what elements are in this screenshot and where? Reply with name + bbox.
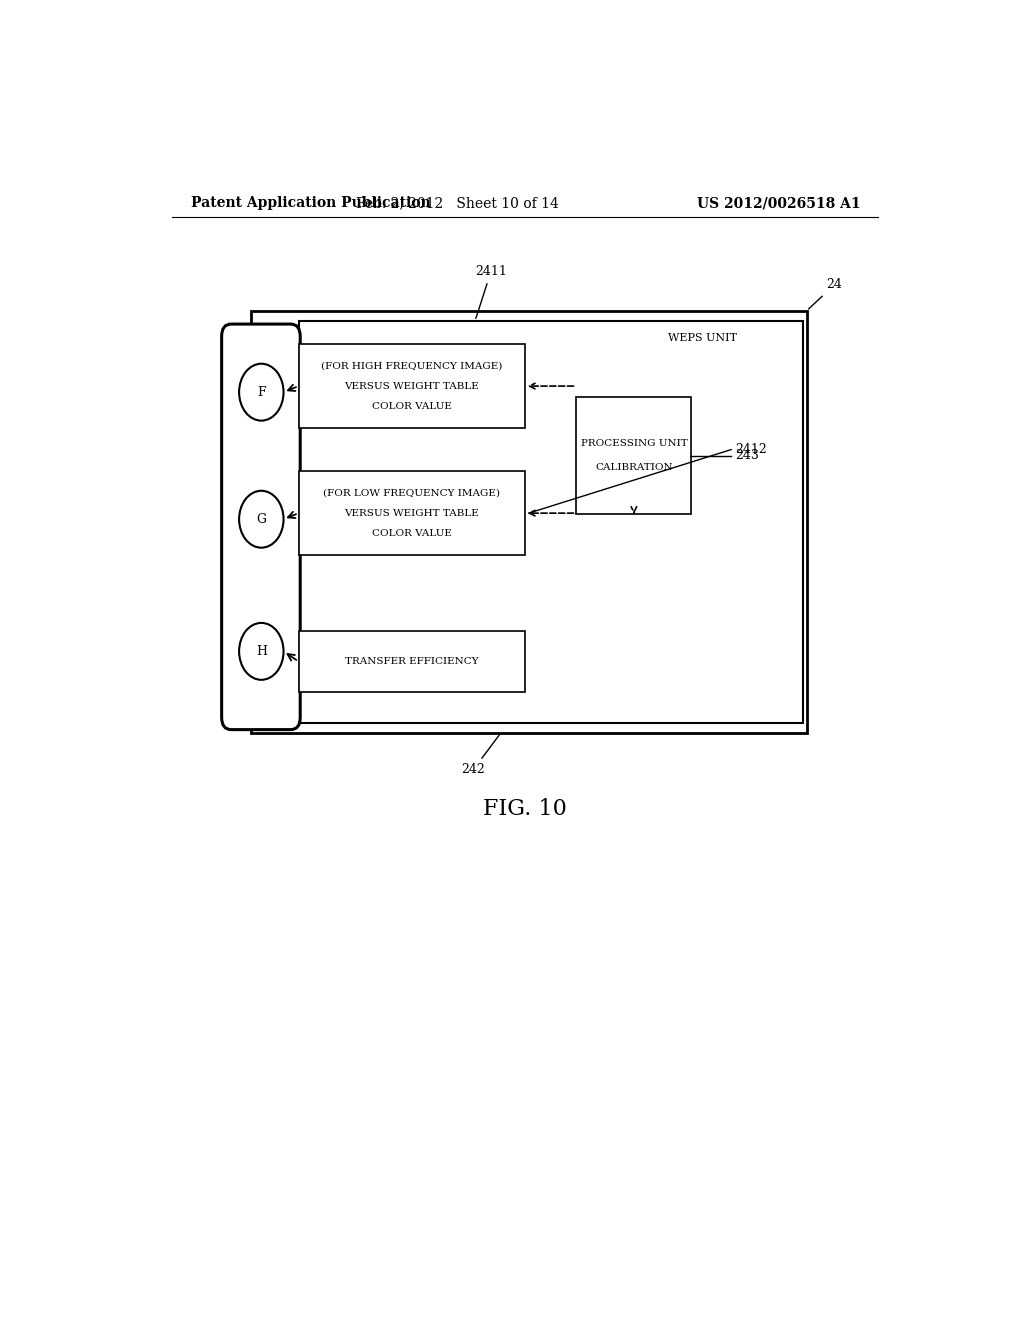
Text: CALIBRATION: CALIBRATION	[595, 463, 673, 473]
Text: Feb. 2, 2012   Sheet 10 of 14: Feb. 2, 2012 Sheet 10 of 14	[356, 197, 559, 210]
Text: VERSUS WEIGHT TABLE: VERSUS WEIGHT TABLE	[344, 381, 479, 391]
Text: Patent Application Publication: Patent Application Publication	[191, 197, 431, 210]
Text: US 2012/0026518 A1: US 2012/0026518 A1	[697, 197, 860, 210]
Text: 243: 243	[735, 449, 759, 462]
FancyBboxPatch shape	[251, 312, 807, 733]
Text: (FOR HIGH FREQUENCY IMAGE): (FOR HIGH FREQUENCY IMAGE)	[322, 362, 503, 370]
FancyBboxPatch shape	[299, 321, 803, 722]
Text: FIG. 10: FIG. 10	[483, 797, 566, 820]
Text: 24: 24	[809, 279, 843, 309]
Text: COLOR VALUE: COLOR VALUE	[372, 529, 452, 539]
Text: 2412: 2412	[735, 444, 767, 457]
Text: VERSUS WEIGHT TABLE: VERSUS WEIGHT TABLE	[344, 508, 479, 517]
Text: TRANSFER EFFICIENCY: TRANSFER EFFICIENCY	[345, 657, 478, 667]
Text: 242: 242	[462, 735, 500, 776]
FancyBboxPatch shape	[299, 631, 524, 692]
FancyBboxPatch shape	[221, 325, 300, 730]
Circle shape	[239, 491, 284, 548]
FancyBboxPatch shape	[299, 345, 524, 428]
Text: (FOR LOW FREQUENCY IMAGE): (FOR LOW FREQUENCY IMAGE)	[324, 488, 500, 498]
Text: F: F	[257, 385, 265, 399]
Text: COLOR VALUE: COLOR VALUE	[372, 401, 452, 411]
Text: G: G	[256, 512, 266, 525]
Text: WEPS UNIT: WEPS UNIT	[668, 333, 736, 343]
FancyBboxPatch shape	[577, 397, 691, 515]
Circle shape	[239, 623, 284, 680]
Text: 2411: 2411	[475, 265, 507, 318]
Circle shape	[239, 364, 284, 421]
Text: PROCESSING UNIT: PROCESSING UNIT	[581, 440, 687, 447]
FancyBboxPatch shape	[299, 471, 524, 554]
Text: H: H	[256, 645, 267, 657]
